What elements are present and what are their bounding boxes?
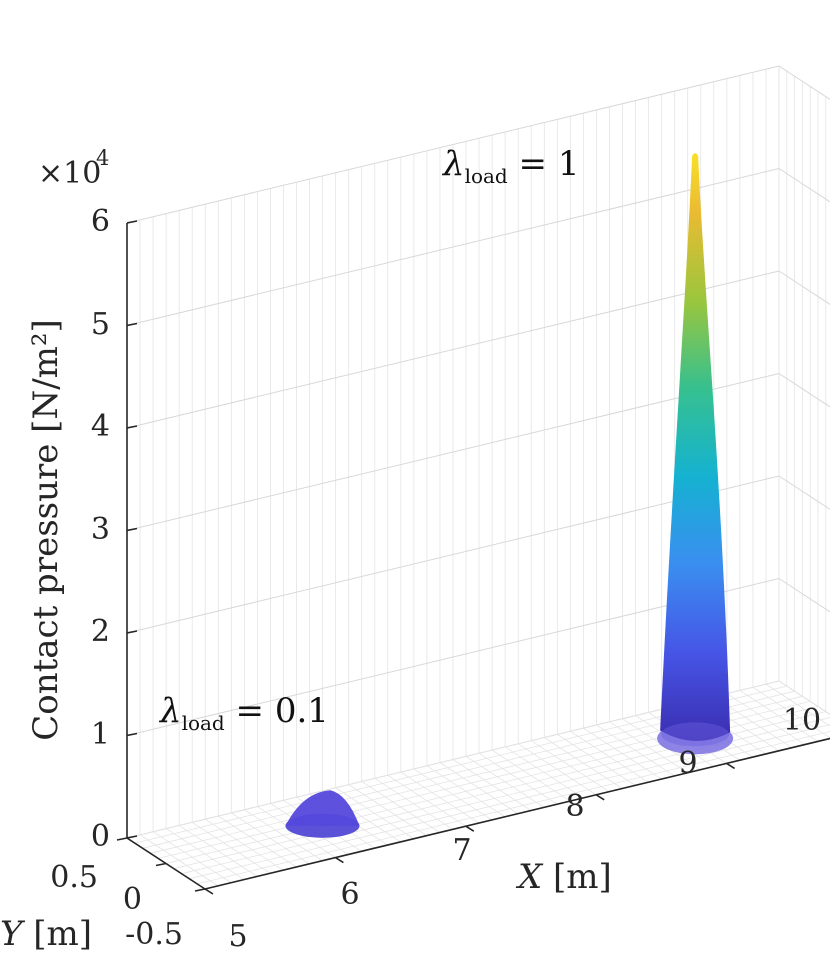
side-wall-z-grid-line [778,270,830,305]
axis-layer [116,220,830,895]
surface-lambda-1-cone [660,153,731,741]
svg-text:Y [m]: Y [m] [0,914,92,954]
x-tick-labels: 5 6 7 8 9 10 [228,703,821,954]
z-tick-mark [126,835,138,839]
surface-layer [285,153,734,838]
back-wall-z-grid-line [126,270,780,429]
side-wall-z-grid-line [778,65,830,100]
side-wall-z-grid-line [778,578,830,613]
z-tick-labels: 0 1 2 3 4 5 6 [91,204,110,854]
z-tick-label: 0 [91,819,110,854]
x-tick-mark [465,825,475,832]
x-tick-label: 8 [565,789,584,824]
x-tick-label: 7 [452,833,471,868]
y-tick-label: 0 [123,882,142,917]
side-wall-z-grid-line [778,168,830,203]
exponent-times-ten: ×10 [38,156,101,191]
side-wall-z-grid-line [778,373,830,408]
z-tick-label: 1 [91,717,110,752]
x-tick-label: 6 [340,877,359,912]
floor-grid-line [197,731,830,885]
y-axis-label: Y [m] [0,914,92,954]
grid-layer [126,65,830,890]
z-tick-label: 4 [91,409,110,444]
x-axis-line [204,737,830,890]
x-tick-label: 10 [783,703,821,738]
back-wall-z-grid-line [126,168,780,326]
y-tick-mark [116,837,128,841]
back-wall-z-grid-line [126,373,780,531]
z-tick-label: 3 [91,512,110,547]
back-wall-z-grid-line [126,475,780,634]
z-tick-mark [126,630,138,634]
x-tick-mark [726,762,736,770]
surface-lambda-1-rim [661,722,730,747]
side-wall-z-grid-line [778,475,830,510]
y-tick-labels: -0.5 0 0.5 [50,860,183,952]
x-tick-label: 9 [678,746,697,781]
exponent-power: 4 [96,146,109,170]
x-tick-mark [595,794,605,801]
z-tick-label: 2 [91,614,110,649]
y-tick-label: -0.5 [125,917,183,952]
z-tick-label: 5 [91,307,110,342]
z-exponent-label: ×10 4 [38,146,109,191]
x-tick-mark [204,888,214,895]
y-tick-mark [155,862,167,867]
annotation-lambda-0-1: λload = 0.1 [158,691,329,735]
y-tick-label: 0.5 [50,860,98,895]
z-tick-mark [126,425,138,429]
z-tick-mark [126,220,138,224]
back-wall-z-grid-line [126,65,780,224]
z-tick-label: 6 [91,204,110,239]
z-tick-mark [126,322,138,327]
svg-text:X [m]: X [m] [515,857,612,897]
x-axis-label: X [m] [515,857,612,897]
floor-grid-line [189,724,830,880]
surface-lambda-0-1-dome [285,790,360,826]
x-tick-mark [334,856,344,864]
y-tick-mark [194,888,206,892]
z-axis-label: Contact pressure [N/m²] [26,319,66,741]
x-tick-label: 5 [228,919,247,954]
annotation-lambda-1: λload = 1 [441,144,579,188]
z-tick-mark [126,732,138,737]
z-tick-mark [126,527,138,532]
